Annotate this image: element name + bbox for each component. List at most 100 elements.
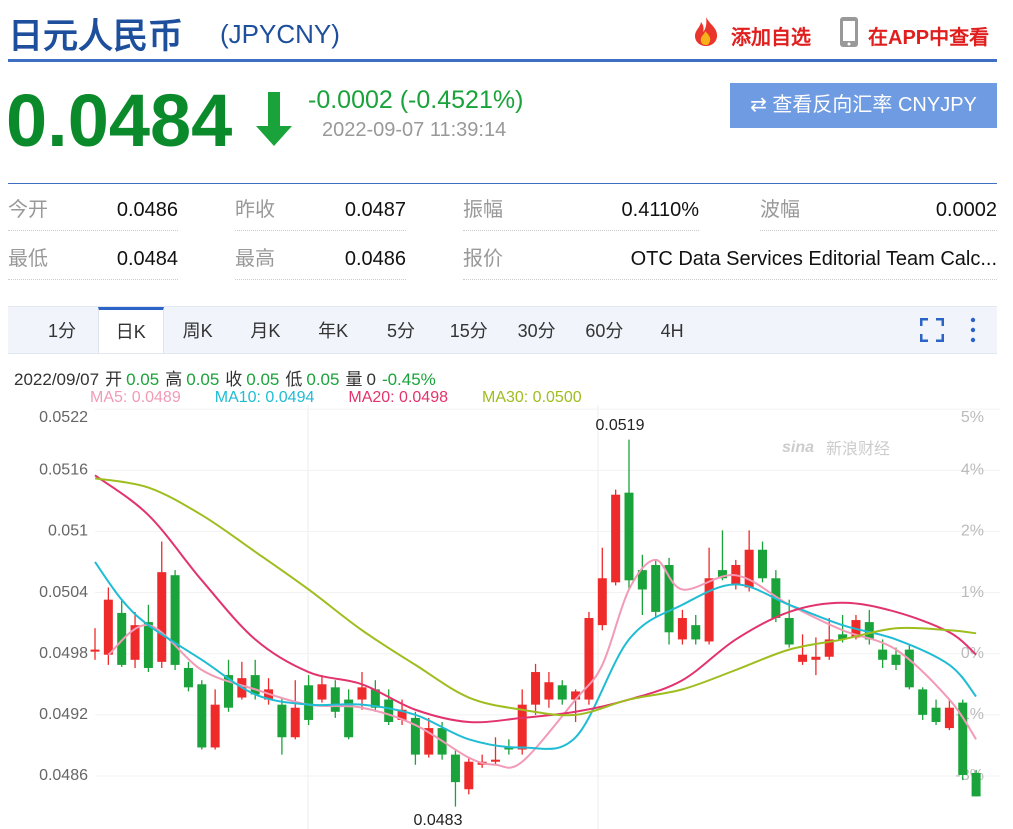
stat-label: 最低 xyxy=(8,248,48,270)
candle-body xyxy=(637,570,647,590)
stat-value: 0.0002 xyxy=(935,199,997,221)
candle-body xyxy=(691,625,701,640)
y2-tick-label: 1% xyxy=(961,584,984,601)
swap-icon: ⇄ xyxy=(750,94,767,116)
candle-body xyxy=(504,747,514,750)
candle-body xyxy=(597,578,607,626)
candle-body xyxy=(971,772,981,797)
candle-body xyxy=(290,707,300,738)
y-tick-label: 0.0516 xyxy=(39,461,88,478)
stat-cell: 今开 0.0486 xyxy=(8,190,178,231)
period-tab[interactable]: 1分 xyxy=(47,321,76,341)
price-change: -0.0002 (-0.4521%) xyxy=(308,86,524,114)
stat-cell: 昨收 0.0487 xyxy=(235,190,406,231)
stat-cell: 波幅 0.0002 xyxy=(760,190,997,231)
y-tick-label: 0.0522 xyxy=(39,409,88,426)
candle-body xyxy=(224,675,233,708)
y-tick-label: 0.0492 xyxy=(39,706,88,723)
info-value: 0.05 xyxy=(306,370,340,389)
info-date: 2022/09/07 xyxy=(14,370,100,389)
candle-body xyxy=(544,682,554,700)
period-tab[interactable]: 5分 xyxy=(386,321,415,341)
period-tab[interactable]: 日K xyxy=(97,307,164,353)
info-label: 高 xyxy=(165,370,183,389)
extreme-label: 0.0519 xyxy=(596,417,645,434)
candle-body xyxy=(304,685,314,720)
price: 0.0484 xyxy=(6,79,233,162)
candle-body xyxy=(130,625,140,660)
candle-body xyxy=(464,761,474,790)
candle-body xyxy=(704,578,714,642)
candle-body xyxy=(424,728,434,755)
candle-body xyxy=(384,699,394,722)
candle-body xyxy=(370,689,380,708)
candle-body xyxy=(197,684,207,748)
candle-body xyxy=(183,667,193,688)
extreme-label: 0.0483 xyxy=(414,812,463,829)
candle-body xyxy=(531,672,541,705)
legend-entry: MA5: 0.0489 xyxy=(90,389,181,406)
period-tab[interactable]: 周K xyxy=(182,321,213,341)
info-label: 收 xyxy=(225,370,243,389)
period-tab[interactable]: 15分 xyxy=(449,321,488,341)
ma-line xyxy=(94,474,977,724)
ma-line xyxy=(94,477,977,717)
info-value: 0.05 xyxy=(186,370,220,389)
stat-value: 0.0486 xyxy=(344,248,406,270)
legend-entry: MA30: 0.0500 xyxy=(481,389,582,406)
fullscreen-icon[interactable] xyxy=(920,318,944,342)
stat-label: 今开 xyxy=(8,199,48,221)
period-tab[interactable]: 月K xyxy=(250,321,281,341)
candle-body xyxy=(317,684,327,700)
y2-tick-label: 4% xyxy=(961,461,984,478)
candle-body xyxy=(357,687,367,700)
info-value: 0.05 xyxy=(246,370,280,389)
candle-body xyxy=(677,618,687,640)
info-value: 0 xyxy=(366,370,376,389)
header-rule xyxy=(8,59,997,62)
candle-body xyxy=(90,649,100,652)
candle-body xyxy=(864,622,874,640)
down-arrow xyxy=(256,92,292,146)
period-tab[interactable]: 4H xyxy=(660,321,684,341)
stat-cell: 报价 OTC Data Services Editorial Team Calc.… xyxy=(463,239,997,280)
open-in-app[interactable]: 在APP中查看 xyxy=(868,27,990,49)
quote-time: 2022-09-07 11:39:14 xyxy=(322,119,507,141)
period-tab[interactable]: 30分 xyxy=(517,321,556,341)
legend-entry: MA20: 0.0498 xyxy=(348,389,448,406)
add-watchlist[interactable]: 添加自选 xyxy=(731,27,811,49)
candle-body xyxy=(277,704,287,738)
candle-body xyxy=(758,549,767,579)
legend-entry: MA10: 0.0494 xyxy=(214,389,315,406)
stat-label: 振幅 xyxy=(463,199,503,221)
phone-icon[interactable] xyxy=(838,16,860,48)
candle-body xyxy=(651,565,661,612)
candle-body xyxy=(103,599,113,655)
fire-icon[interactable] xyxy=(690,15,722,47)
candle-body xyxy=(624,492,634,581)
period-tab[interactable]: 年K xyxy=(318,321,349,341)
candle-body xyxy=(157,572,167,662)
stats-rule xyxy=(8,183,997,184)
candle-body xyxy=(944,707,954,729)
ma-line xyxy=(107,558,977,769)
stat-label: 波幅 xyxy=(760,199,800,221)
info-change: -0.45% xyxy=(381,370,436,389)
period-tab[interactable]: 60分 xyxy=(585,321,624,341)
watermark: 新浪财经 xyxy=(826,440,890,458)
y2-tick-label: 0% xyxy=(961,645,984,662)
candle-body xyxy=(824,639,834,657)
candle-body xyxy=(838,634,848,640)
info-value: 0.05 xyxy=(126,370,160,389)
candle-body xyxy=(611,494,621,583)
candle-body xyxy=(330,687,340,712)
more-icon[interactable] xyxy=(968,317,978,343)
candle-body xyxy=(450,754,460,783)
candle-body xyxy=(717,570,727,579)
y2-tick-label: 5% xyxy=(961,409,984,426)
reverse-rate-label: 查看反向汇率 CNYJPY xyxy=(772,94,977,116)
stat-value: 0.0487 xyxy=(344,199,406,221)
reverse-rate-button[interactable]: ⇄ 查看反向汇率 CNYJPY xyxy=(730,83,997,128)
period-tabs: 1分 日K 周K 月K 年K 5分 15分 30分 60分 4H xyxy=(8,306,997,354)
